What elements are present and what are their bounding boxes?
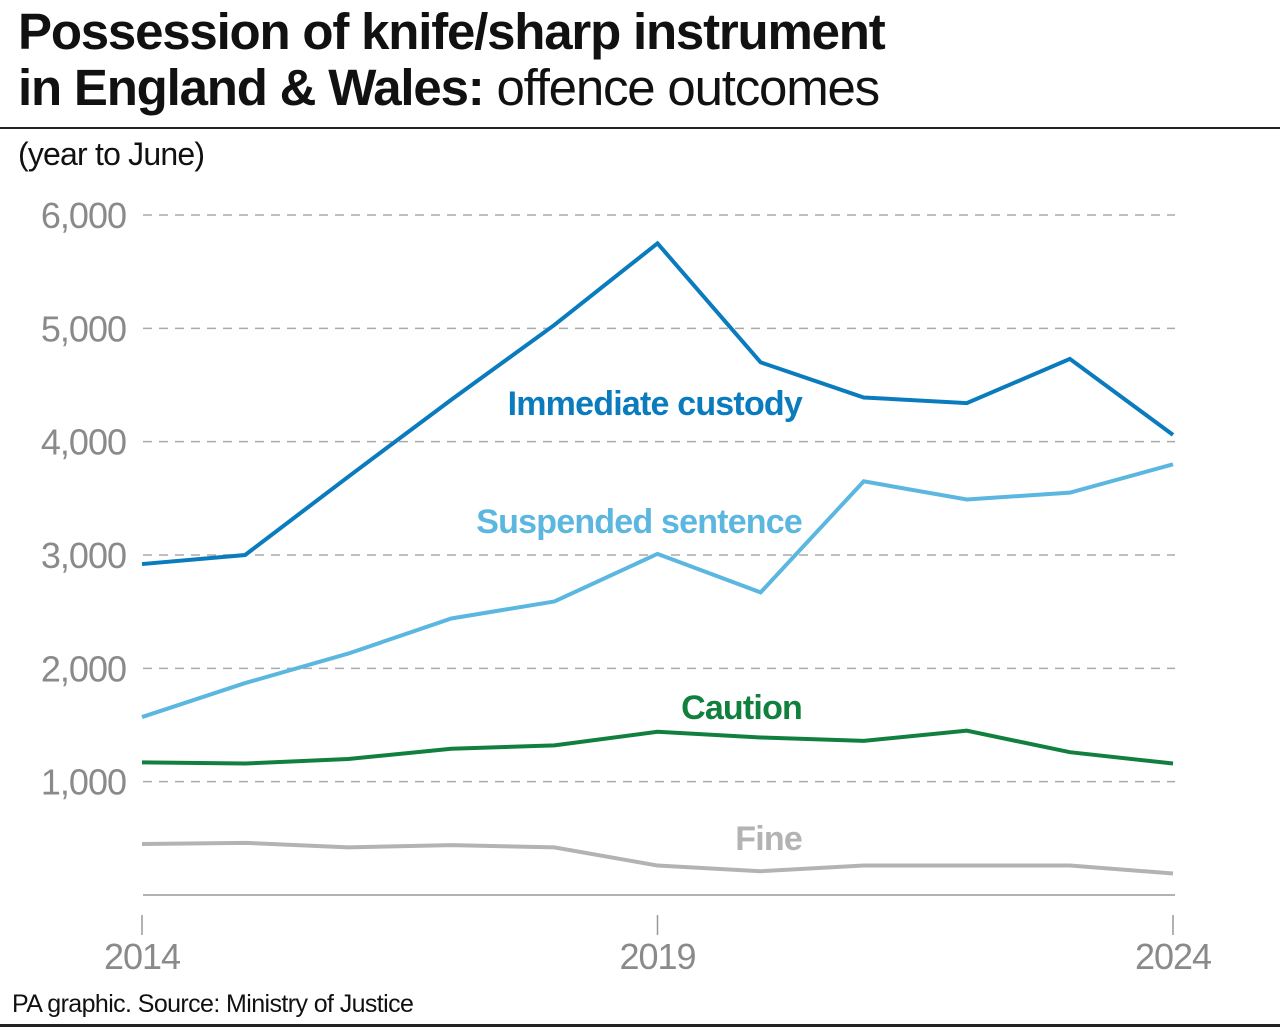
series-line-caution — [141, 728, 1174, 766]
source-footer: PA graphic. Source: Ministry of Justice — [12, 990, 414, 1018]
series-label: Caution — [681, 689, 802, 727]
y-tick-label: 6,000 — [41, 195, 126, 236]
chart-subtitle: (year to June) — [18, 136, 205, 172]
x-tick-label: 2024 — [1135, 936, 1211, 977]
series-line-fine — [141, 840, 1174, 876]
series-label: Immediate custody — [508, 385, 803, 423]
bottom-rule — [0, 1024, 1280, 1027]
title-light: offence outcomes — [483, 59, 880, 116]
y-tick-label: 3,000 — [41, 535, 126, 576]
y-tick-label: 5,000 — [41, 308, 126, 349]
x-tick-label: 2019 — [619, 936, 695, 977]
series-label: Fine — [735, 820, 802, 858]
y-tick-label: 1,000 — [41, 762, 126, 803]
x-tick-label: 2014 — [104, 936, 180, 977]
chart-title: Possession of knife/sharp instrument in … — [18, 3, 886, 116]
top-rule — [0, 127, 1280, 129]
y-tick-label: 4,000 — [41, 422, 126, 463]
title-line2: in England & Wales: — [18, 59, 485, 116]
y-tick-label: 2,000 — [41, 648, 126, 689]
series-label: Suspended sentence — [476, 503, 802, 541]
title-line1: Possession of knife/sharp instrument — [18, 3, 886, 60]
